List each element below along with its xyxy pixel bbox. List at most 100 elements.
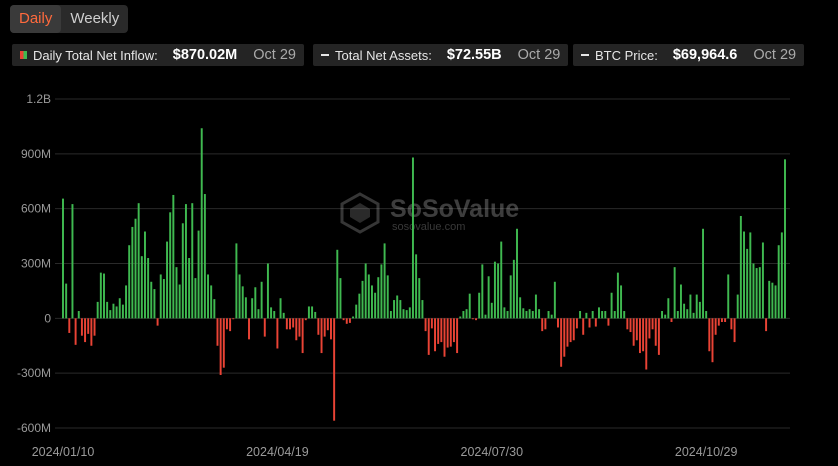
bar[interactable] — [301, 318, 304, 354]
bar[interactable] — [629, 318, 632, 333]
bar[interactable] — [225, 318, 228, 330]
bar[interactable] — [676, 311, 679, 319]
bar[interactable] — [367, 274, 370, 319]
bar[interactable] — [452, 318, 455, 343]
bar[interactable] — [765, 318, 768, 332]
bar[interactable] — [657, 318, 660, 355]
bar[interactable] — [437, 318, 440, 344]
bar[interactable] — [572, 318, 575, 341]
bar[interactable] — [519, 297, 522, 319]
bar[interactable] — [695, 294, 698, 319]
bar[interactable] — [188, 258, 191, 319]
bar[interactable] — [714, 318, 717, 335]
bar[interactable] — [780, 232, 783, 319]
bar[interactable] — [569, 318, 572, 343]
bar[interactable] — [667, 298, 670, 319]
bar[interactable] — [601, 311, 604, 319]
bar[interactable] — [689, 294, 692, 319]
bar[interactable] — [424, 318, 427, 332]
bar[interactable] — [777, 245, 780, 319]
bar[interactable] — [490, 302, 493, 319]
bar[interactable] — [131, 226, 134, 319]
bar[interactable] — [257, 309, 260, 319]
bar[interactable] — [134, 218, 137, 319]
legend-net-assets[interactable]: Total Net Assets: $72.55B Oct 29 — [313, 44, 569, 66]
bar[interactable] — [68, 318, 71, 333]
bar[interactable] — [522, 308, 525, 319]
bar[interactable] — [560, 318, 563, 367]
bar[interactable] — [336, 249, 339, 319]
bar[interactable] — [137, 203, 140, 319]
bar[interactable] — [364, 263, 367, 319]
bar[interactable] — [352, 316, 355, 319]
bar[interactable] — [304, 318, 307, 321]
bar[interactable] — [90, 318, 93, 346]
bar[interactable] — [77, 311, 80, 319]
bar[interactable] — [311, 306, 314, 319]
bar[interactable] — [285, 318, 288, 330]
bar[interactable] — [415, 254, 418, 319]
bar[interactable] — [651, 318, 654, 330]
bar[interactable] — [557, 318, 559, 328]
bar[interactable] — [216, 318, 219, 346]
bar[interactable] — [276, 318, 279, 349]
bar[interactable] — [446, 318, 449, 348]
bar[interactable] — [623, 311, 626, 319]
bar[interactable] — [503, 307, 506, 319]
bar[interactable] — [203, 194, 206, 319]
bar[interactable] — [487, 276, 490, 319]
bar[interactable] — [197, 230, 200, 319]
bar[interactable] — [178, 284, 181, 319]
bar[interactable] — [374, 292, 377, 319]
bar[interactable] — [673, 267, 676, 319]
bar[interactable] — [553, 281, 556, 319]
bar[interactable] — [664, 314, 667, 319]
bar[interactable] — [755, 268, 758, 319]
bar[interactable] — [616, 272, 619, 319]
bar[interactable] — [711, 318, 714, 363]
bar[interactable] — [686, 309, 689, 319]
bar[interactable] — [162, 279, 165, 319]
bar[interactable] — [459, 316, 462, 319]
bar[interactable] — [752, 263, 755, 319]
bar[interactable] — [638, 318, 641, 354]
bar[interactable] — [784, 159, 786, 319]
bar[interactable] — [380, 264, 383, 319]
bar[interactable] — [219, 318, 222, 375]
bar[interactable] — [758, 267, 761, 319]
bar[interactable] — [169, 212, 172, 319]
bar[interactable] — [541, 318, 544, 332]
bar[interactable] — [683, 303, 686, 319]
bar[interactable] — [62, 198, 64, 319]
bar[interactable] — [613, 311, 616, 319]
bar[interactable] — [222, 318, 225, 368]
bar[interactable] — [361, 280, 364, 319]
bar[interactable] — [207, 274, 209, 319]
bar[interactable] — [528, 309, 531, 319]
bar[interactable] — [736, 294, 739, 319]
bar[interactable] — [166, 241, 169, 319]
bar[interactable] — [144, 231, 146, 319]
bar[interactable] — [632, 318, 635, 346]
bar[interactable] — [295, 318, 298, 341]
bar[interactable] — [661, 311, 664, 319]
bar[interactable] — [604, 311, 607, 319]
bar[interactable] — [342, 318, 345, 321]
bar[interactable] — [430, 318, 433, 329]
bar[interactable] — [298, 318, 301, 337]
bar[interactable] — [724, 318, 727, 322]
bar[interactable] — [774, 285, 777, 319]
bar[interactable] — [739, 215, 742, 319]
legend-btc-price[interactable]: BTC Price: $69,964.6 Oct 29 — [573, 44, 805, 66]
bar[interactable] — [443, 318, 446, 357]
bar[interactable] — [698, 301, 701, 319]
bar[interactable] — [402, 309, 405, 319]
bar[interactable] — [213, 299, 216, 319]
bar[interactable] — [705, 311, 708, 319]
bar[interactable] — [128, 245, 131, 319]
bar[interactable] — [244, 297, 247, 319]
bar[interactable] — [210, 285, 213, 319]
bar[interactable] — [232, 318, 235, 320]
bar[interactable] — [320, 318, 323, 354]
bar[interactable] — [150, 281, 153, 319]
